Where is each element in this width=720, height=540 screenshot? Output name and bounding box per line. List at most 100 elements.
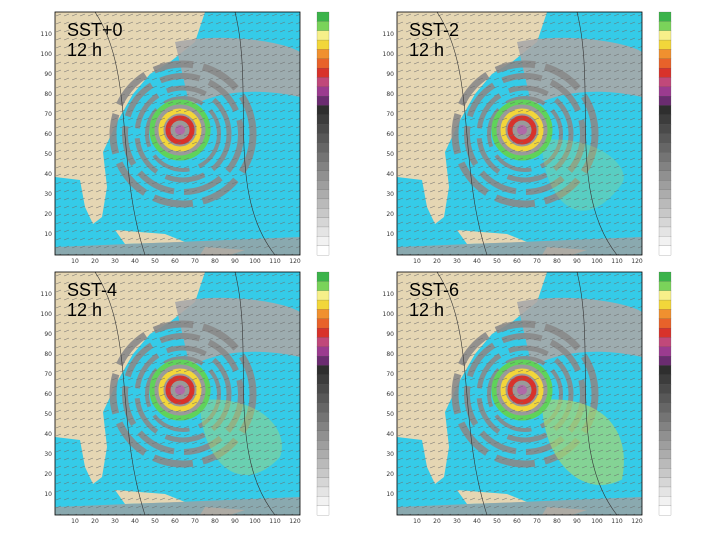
colorbar-swatch xyxy=(658,198,672,209)
y-axis-label: 90 xyxy=(386,331,394,338)
x-axis-label: 120 xyxy=(289,518,301,525)
colorbar-swatch xyxy=(658,477,672,488)
y-axis-label: 110 xyxy=(41,291,53,298)
y-axis-label: 20 xyxy=(386,211,394,218)
wind-barbs xyxy=(397,272,642,515)
x-axis-label: 90 xyxy=(231,258,239,265)
colorbar-swatch xyxy=(316,402,330,413)
y-axis-label: 50 xyxy=(386,151,394,158)
colorbar-swatch xyxy=(658,374,672,385)
panel-time: 12 h xyxy=(409,40,444,60)
x-axis-label: 120 xyxy=(631,258,643,265)
x-axis-label: 80 xyxy=(211,518,219,525)
colorbar-swatch xyxy=(658,124,672,134)
colorbar-swatch xyxy=(316,299,330,310)
y-axis-label: 30 xyxy=(386,451,394,458)
colorbar-swatch xyxy=(316,346,330,357)
colorbar-swatch xyxy=(658,77,672,88)
x-axis-label: 100 xyxy=(249,518,261,525)
colorbar-swatch xyxy=(316,421,330,432)
colorbar-swatch xyxy=(316,496,330,507)
colorbar-swatch xyxy=(658,226,672,237)
y-axis-label: 60 xyxy=(386,391,394,398)
colorbar-swatch xyxy=(658,318,672,329)
x-axis-label: 40 xyxy=(473,258,481,265)
panel-label: SST-2 xyxy=(409,20,459,40)
colorbar-swatch xyxy=(658,458,672,469)
colorbar-swatch xyxy=(316,11,330,22)
y-axis-label: 40 xyxy=(44,171,52,178)
x-axis-label: 60 xyxy=(513,258,521,265)
y-axis-label: 70 xyxy=(44,111,52,118)
colorbar-swatch xyxy=(316,290,330,301)
x-axis-label: 90 xyxy=(231,518,239,525)
x-axis-label: 80 xyxy=(553,258,561,265)
x-axis-label: 20 xyxy=(91,258,99,265)
colorbar-swatch xyxy=(316,39,330,50)
colorbar-swatch xyxy=(658,152,672,162)
y-axis-label: 80 xyxy=(44,91,52,98)
map-frame xyxy=(396,11,643,256)
isobar xyxy=(436,272,618,515)
colorbar-swatch xyxy=(658,449,672,460)
colorbar-swatch xyxy=(316,86,330,97)
colorbar-swatch xyxy=(658,412,672,422)
panel-label: SST-6 xyxy=(409,280,459,300)
colorbar-swatch xyxy=(658,346,672,357)
y-axis-label: 60 xyxy=(44,131,52,138)
colorbar-swatch xyxy=(316,440,330,450)
y-axis-label: 10 xyxy=(44,491,52,498)
colorbar-swatch xyxy=(658,86,672,97)
colorbar-swatch xyxy=(316,236,330,247)
colorbar-swatch xyxy=(658,365,672,376)
map-frame xyxy=(54,271,301,516)
x-axis-label: 50 xyxy=(493,518,501,525)
y-axis-label: 80 xyxy=(44,351,52,358)
panel-time: 12 h xyxy=(67,40,102,60)
x-axis-label: 70 xyxy=(191,258,199,265)
colorbar-swatch xyxy=(658,96,672,106)
colorbar-swatch xyxy=(658,114,672,125)
y-axis-label: 60 xyxy=(386,131,394,138)
colorbar-swatch xyxy=(316,245,330,256)
colorbar-swatch xyxy=(658,505,672,516)
colorbar-swatch xyxy=(658,189,672,200)
wind-barbs xyxy=(55,272,300,515)
colorbar-swatch xyxy=(316,374,330,385)
colorbar-swatch xyxy=(316,189,330,200)
x-axis-label: 110 xyxy=(269,258,281,265)
x-axis-label: 10 xyxy=(413,518,421,525)
x-axis-label: 100 xyxy=(591,258,603,265)
colorbar-swatch xyxy=(658,11,672,22)
map-panel: 110 100 90 80 70 60 50 40 30 20 10 10 20 30 40 50 60 70 80… xyxy=(41,11,330,265)
colorbar xyxy=(658,271,672,516)
colorbar-swatch xyxy=(658,49,672,60)
x-axis-label: 50 xyxy=(151,258,159,265)
colorbar-swatch xyxy=(658,208,672,219)
y-axis-label: 10 xyxy=(386,231,394,238)
colorbar-swatch xyxy=(316,30,330,41)
y-axis-label: 20 xyxy=(44,211,52,218)
y-axis-label: 80 xyxy=(386,91,394,98)
x-axis-label: 30 xyxy=(453,518,461,525)
x-axis-label: 70 xyxy=(533,258,541,265)
colorbar xyxy=(658,11,672,256)
map-area xyxy=(55,272,300,515)
x-axis-label: 60 xyxy=(513,518,521,525)
y-axis-label: 40 xyxy=(386,431,394,438)
colorbar-swatch xyxy=(316,458,330,469)
colorbar-swatch xyxy=(658,67,672,78)
y-axis-label: 110 xyxy=(383,291,395,298)
y-axis-label: 100 xyxy=(383,51,395,58)
y-axis-label: 20 xyxy=(386,471,394,478)
colorbar-swatch xyxy=(316,365,330,376)
x-axis-label: 40 xyxy=(473,518,481,525)
colorbar-swatch xyxy=(658,402,672,413)
colorbar-swatch xyxy=(316,412,330,422)
x-axis-label: 90 xyxy=(573,518,581,525)
colorbar-swatch xyxy=(316,96,330,106)
y-axis-label: 40 xyxy=(386,171,394,178)
colorbar-swatch xyxy=(658,496,672,507)
colorbar-swatch xyxy=(658,309,672,320)
